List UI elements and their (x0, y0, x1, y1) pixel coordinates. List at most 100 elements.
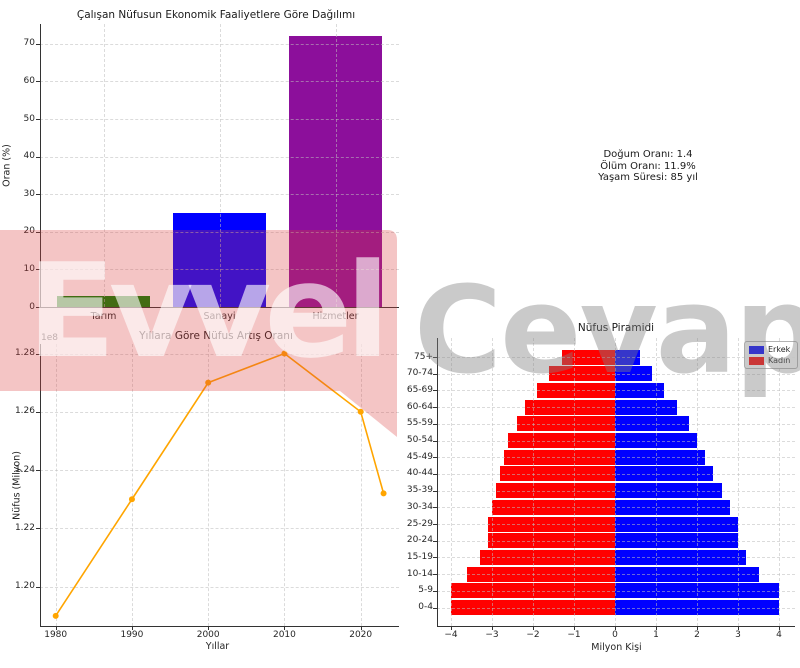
pyramid-gridline-y (437, 390, 795, 392)
pyramid-tick-mark (433, 457, 437, 459)
pyramid-age-label: 50-54 (406, 435, 433, 445)
line-chart-tick-mark (36, 586, 40, 588)
line-chart-xtick-label: 2020 (349, 630, 373, 640)
pyramid-age-label: 30-34 (406, 501, 433, 512)
pyramid-tick-mark (433, 590, 437, 592)
bar-chart-gridline-x (219, 24, 221, 307)
population-growth-line (52, 350, 387, 619)
line-chart-ytick-label: 1.22 (14, 522, 35, 533)
pyramid-tick-mark (433, 540, 437, 542)
line-chart-tick-mark (284, 626, 286, 630)
pyramid-gridline-y (437, 440, 795, 442)
pyramid-tick-mark (433, 524, 437, 525)
pyramid-age-label: 35-39 (406, 485, 433, 496)
line-chart-gridline-y (40, 470, 399, 472)
pyramid-gridline-y (437, 423, 795, 425)
pyramid-tick-mark (492, 626, 493, 630)
pyramid-gridline-y (437, 457, 795, 459)
line-chart-gridline-x (208, 344, 210, 626)
line-chart-offset-text: 1e8 (41, 333, 58, 343)
pyramid-legend: Erkek Kadın (744, 341, 798, 369)
line-chart-ytick-label: 1.24 (14, 464, 35, 475)
pyramid-xtick-label: 4 (776, 630, 782, 640)
info-line: Doğum Oranı: 1.4 (603, 149, 693, 160)
bar-chart-ytick-label: 0 (29, 301, 35, 312)
line-chart-xtick-label: 2010 (272, 630, 296, 640)
pyramid-gridline-x (533, 338, 534, 626)
pyramid-tick-mark (433, 473, 437, 475)
legend-entry-kadın: Kadın (749, 356, 793, 365)
pyramid-age-label: 15-19 (406, 551, 433, 562)
line-chart-tick-mark (36, 528, 40, 530)
bar-chart-tick-mark (36, 231, 40, 233)
pyramid-tick-mark (738, 626, 739, 630)
pyramid-left-spine (437, 338, 439, 626)
pyramid-gridline-y (437, 357, 795, 358)
pyramid-gridline-y (437, 557, 795, 559)
line-chart-gridline-x (131, 344, 133, 626)
pyramid-tick-mark (433, 357, 437, 358)
pyramid-gridline-x (492, 338, 493, 626)
bar-chart-gridline-x (335, 24, 337, 307)
pyramid-age-label: 65-69 (406, 384, 433, 395)
line-chart-left-spine (40, 344, 42, 626)
line-chart-gridline-y (40, 353, 399, 355)
legend-label: Erkek (768, 345, 791, 354)
pyramid-xlabel: Milyon Kişi (591, 642, 642, 653)
pyramid-age-label: 45-49 (406, 451, 433, 462)
pyramid-tick-mark (433, 407, 437, 409)
line-chart-ytick-label: 1.28 (14, 348, 35, 358)
pyramid-tick-mark (433, 557, 437, 559)
line-chart-bottom-spine (40, 626, 399, 628)
legend-entry-erkek: Erkek (749, 345, 793, 354)
bar-chart-ytick-label: 40 (23, 151, 35, 162)
bar-chart-tick-mark (36, 156, 40, 158)
demographics-info-panel: Doğum Oranı: 1.4 Ölüm Oranı: 11.9% Yaşam S… (498, 149, 798, 184)
line-chart-tick-mark (131, 626, 133, 630)
line-chart-gridline-x (55, 344, 57, 626)
line-chart-tick-mark (36, 470, 40, 472)
bar-chart-tick-mark (36, 307, 40, 308)
pyramid-gridline-y (437, 574, 795, 576)
pyramid-age-label: 5-9 (418, 585, 433, 596)
pyramid-gridline-x (779, 338, 780, 626)
info-line: Yaşam Süresi: 85 yıl (598, 172, 698, 183)
pyramid-tick-mark (433, 390, 437, 392)
line-chart-tick-mark (360, 626, 362, 630)
pyramid-tick-mark (656, 626, 657, 630)
pyramid-gridline-x (738, 338, 739, 626)
bar-chart-ytick-label: 10 (23, 263, 35, 274)
line-chart-title: Yıllara Göre Nüfus Artış Oranı (139, 330, 293, 342)
pyramid-gridline-y (437, 590, 795, 592)
bar-chart-xtick-label: Tarım (90, 311, 117, 322)
pyramid-age-label: 10-14 (406, 568, 433, 579)
pyramid-age-label: 55-59 (406, 418, 433, 429)
legend-swatch-erkek (749, 345, 764, 354)
pyramid-tick-mark (433, 423, 437, 425)
pyramid-tick-mark (433, 574, 437, 576)
line-chart-tick-mark (208, 626, 210, 630)
pyramid-title: Nüfus Piramidi (577, 322, 655, 334)
pyramid-gridline-x (697, 338, 698, 626)
pyramid-gridline-y (437, 540, 795, 542)
bar-chart-tick-mark (36, 81, 40, 83)
line-chart-tick-mark (55, 626, 57, 630)
pyramid-tick-mark (433, 507, 437, 509)
bar-chart-gridline-x (103, 24, 105, 307)
pyramid-xtick-label: −1 (567, 630, 581, 640)
pyramid-gridline-y (437, 407, 795, 409)
pyramid-tick-mark (697, 626, 698, 630)
pyramid-gridline-y (437, 373, 795, 375)
bar-chart-ytick-label: 30 (23, 188, 35, 199)
bar-chart-ytick-label: 50 (23, 113, 35, 124)
pyramid-age-label: 25-29 (406, 518, 433, 529)
bar-chart-ytick-label: 60 (23, 75, 35, 86)
pyramid-tick-mark (451, 626, 452, 630)
pyramid-tick-mark (433, 490, 437, 492)
legend-swatch-kadın (749, 356, 764, 365)
pyramid-xtick-label: −2 (526, 630, 540, 640)
pyramid-tick-mark (574, 626, 575, 630)
legend-label: Kadın (768, 356, 791, 365)
bar-chart-tick-mark (36, 194, 40, 196)
pyramid-xtick-label: −3 (485, 630, 499, 640)
